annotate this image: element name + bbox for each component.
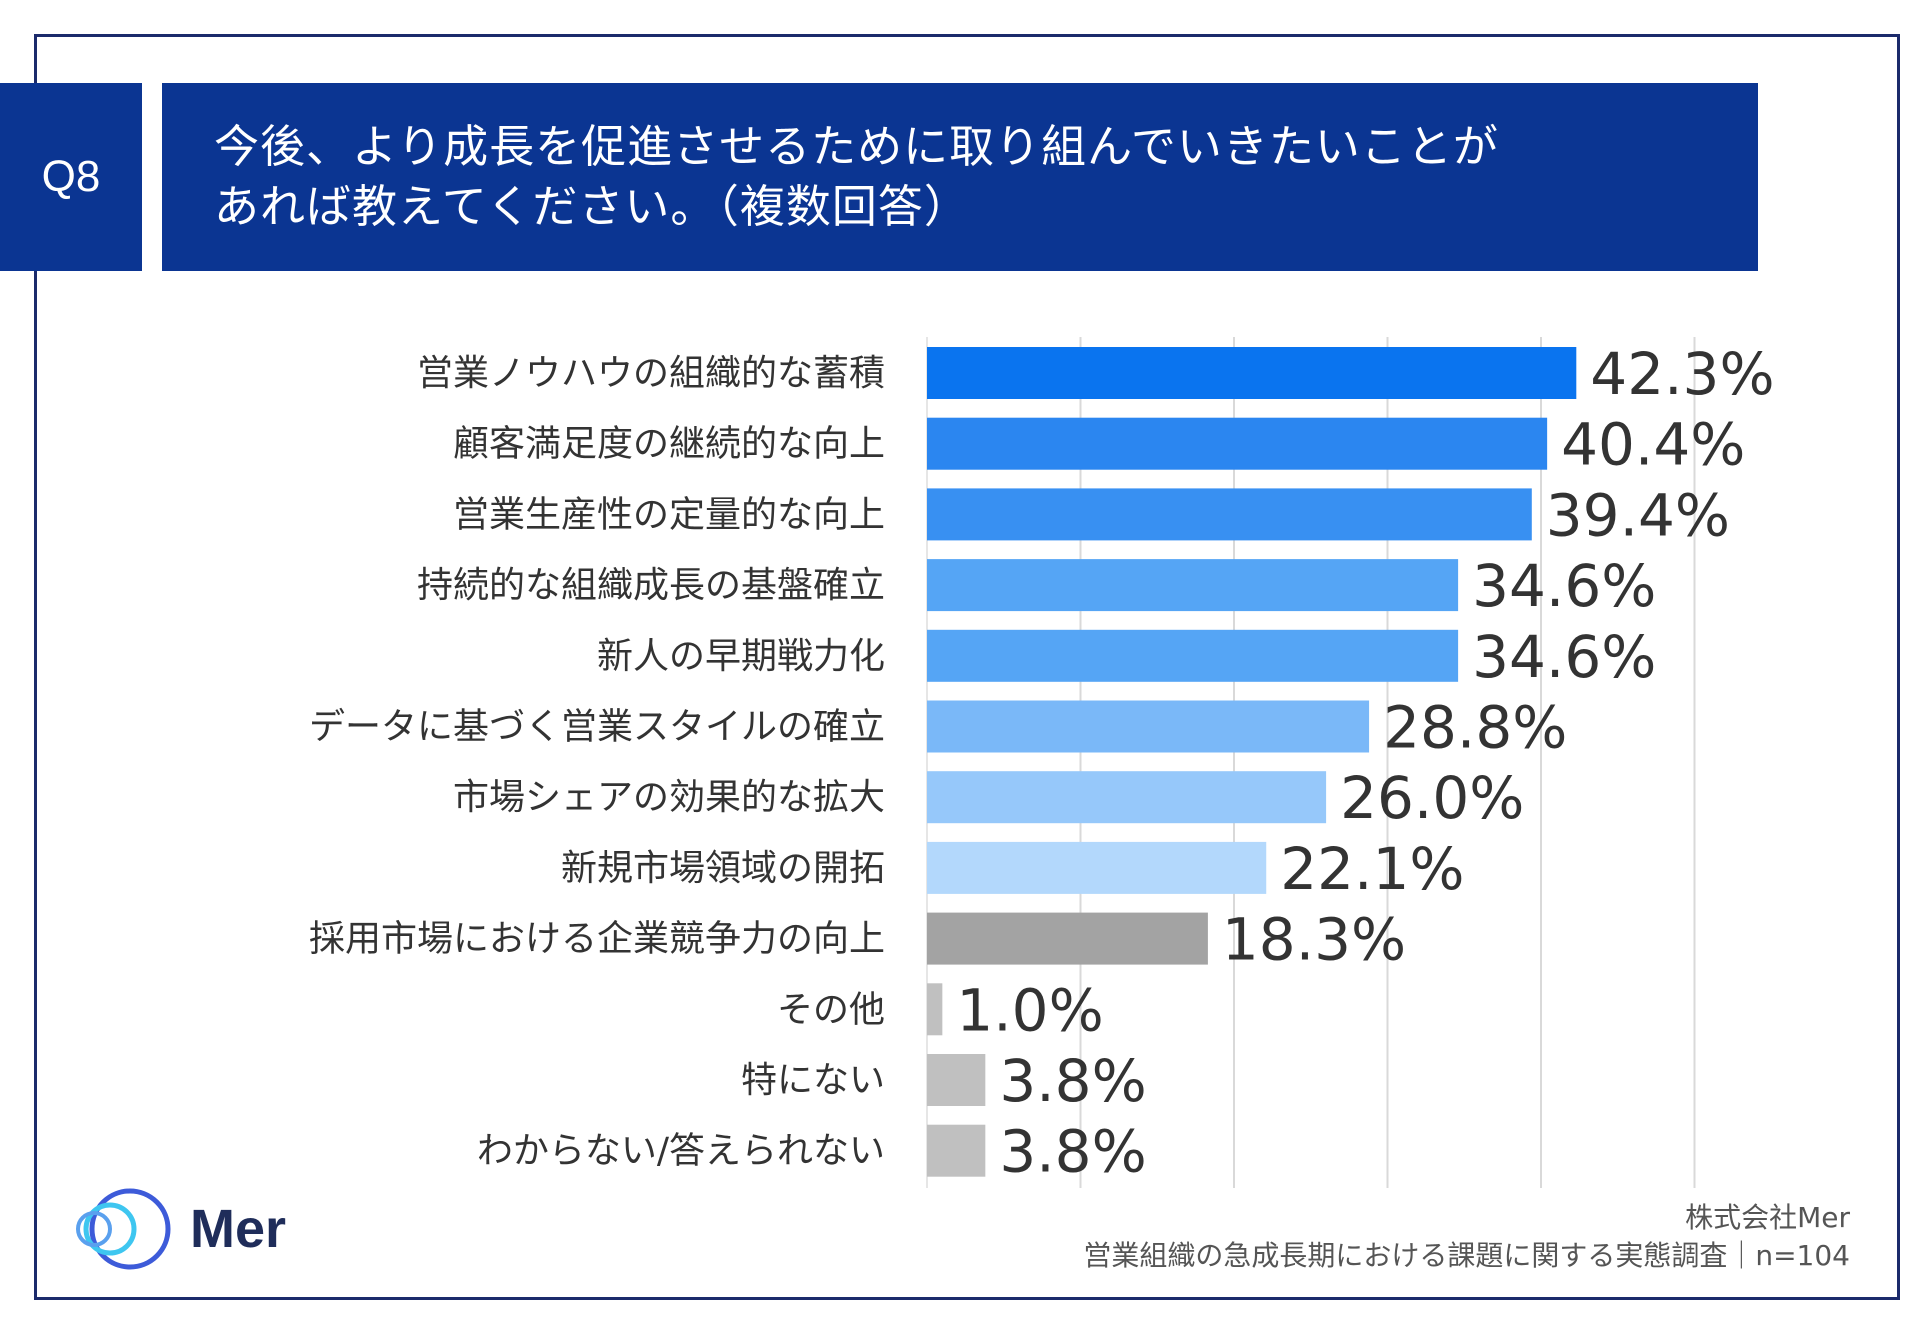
bar bbox=[927, 912, 1208, 965]
bars bbox=[927, 347, 1577, 1177]
value-label: 34.6% bbox=[1472, 552, 1656, 620]
category-label: 新人の早期戦力化 bbox=[597, 636, 885, 677]
category-label: 営業ノウハウの組織的な蓄積 bbox=[417, 353, 885, 394]
category-labels: 営業ノウハウの組織的な蓄積顧客満足度の継続的な向上営業生産性の定量的な向上持続的… bbox=[309, 353, 885, 1172]
grid-lines bbox=[926, 337, 1696, 1188]
category-label: 新規市場領域の開拓 bbox=[561, 848, 885, 889]
bar bbox=[927, 1054, 986, 1106]
value-label: 42.3% bbox=[1590, 340, 1774, 408]
category-label: 市場シェアの効果的な拡大 bbox=[453, 777, 885, 818]
category-label: 顧客満足度の継続的な向上 bbox=[453, 424, 885, 465]
value-label: 39.4% bbox=[1546, 481, 1730, 549]
bar bbox=[927, 559, 1459, 612]
value-label: 22.1% bbox=[1280, 835, 1464, 903]
category-label: データに基づく営業スタイルの確立 bbox=[309, 707, 885, 748]
value-label: 3.8% bbox=[999, 1118, 1146, 1186]
category-label: 特にない bbox=[741, 1060, 885, 1101]
value-label: 26.0% bbox=[1340, 764, 1524, 832]
value-label: 18.3% bbox=[1222, 906, 1406, 974]
company-name: 株式会社Mer bbox=[1685, 1201, 1850, 1234]
question-title-line-1: 今後、より成長を促進させるために取り組んでいきたいことが bbox=[214, 120, 1499, 173]
chart-frame bbox=[34, 34, 1900, 1300]
bar bbox=[927, 629, 1459, 682]
bar bbox=[927, 1124, 986, 1177]
bar bbox=[927, 841, 1267, 894]
bar bbox=[927, 347, 1577, 399]
mer-logo-text: Mer bbox=[190, 1199, 287, 1259]
value-label: 40.4% bbox=[1561, 411, 1745, 479]
bar bbox=[927, 488, 1532, 541]
value-label: 3.8% bbox=[999, 1047, 1146, 1115]
category-label: 採用市場における企業競争力の向上 bbox=[309, 919, 885, 960]
bar bbox=[927, 417, 1548, 470]
mer-logo-icon bbox=[76, 1188, 171, 1270]
category-label: 持続的な組織成長の基盤確立 bbox=[417, 565, 885, 606]
survey-note: 営業組織の急成長期における課題に関する実態調査｜n=104 bbox=[1083, 1239, 1850, 1272]
bar bbox=[927, 700, 1370, 753]
value-labels: 42.3%40.4%39.4%34.6%34.6%28.8%26.0%22.1%… bbox=[956, 340, 1774, 1186]
value-label: 28.8% bbox=[1383, 694, 1567, 762]
category-label: その他 bbox=[777, 989, 885, 1030]
question-number: Q8 bbox=[41, 152, 101, 201]
value-label: 1.0% bbox=[956, 976, 1103, 1044]
category-label: 営業生産性の定量的な向上 bbox=[453, 494, 885, 535]
mer-logo bbox=[68, 1184, 188, 1278]
value-label: 34.6% bbox=[1472, 623, 1656, 691]
bar bbox=[927, 983, 943, 1036]
bar bbox=[927, 771, 1327, 824]
question-number-badge: Q8 bbox=[0, 83, 142, 271]
question-title-line-2: あれば教えてください。（複数回答） bbox=[214, 180, 970, 233]
category-label: わからない/答えられない bbox=[477, 1131, 885, 1172]
question-title-box: 今後、より成長を促進させるために取り組んでいきたいことが あれば教えてください。… bbox=[162, 83, 1758, 271]
